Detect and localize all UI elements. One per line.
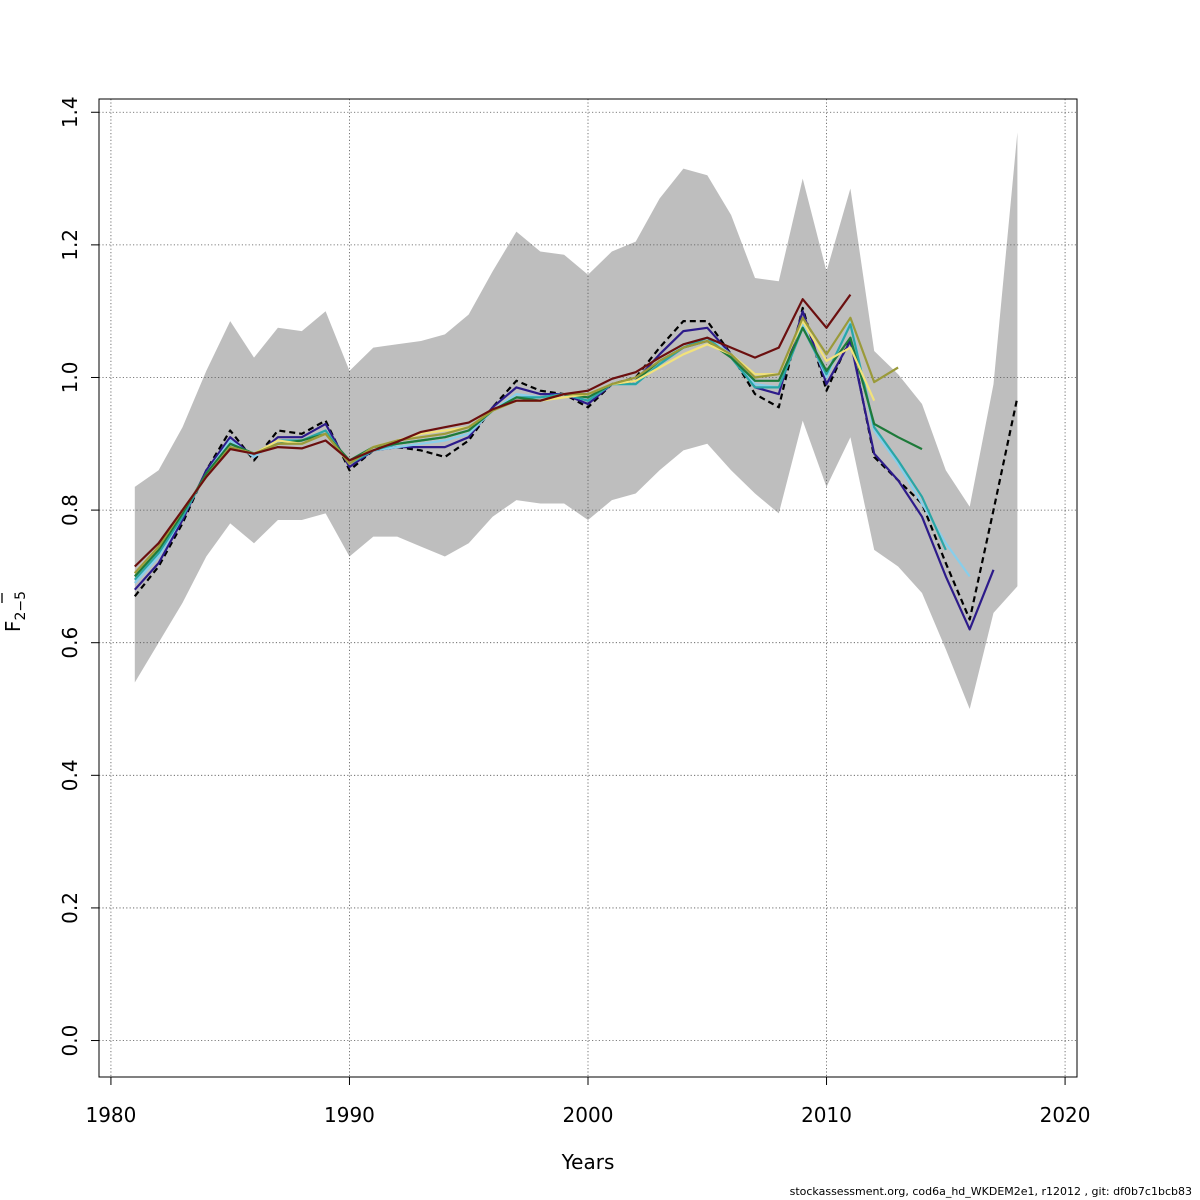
y-tick-label: 0.8 [58,494,82,526]
y-tick-label: 0.0 [58,1025,82,1057]
y-axis-title-subscript: 2−5 [13,591,29,621]
x-tick-label: 1990 [324,1103,375,1127]
confidence-band [134,132,1018,709]
y-tick-label: 0.4 [58,759,82,791]
y-tick-label: 1.4 [58,96,82,128]
x-tick-label: 2010 [801,1103,852,1127]
x-tick-label: 2020 [1040,1103,1091,1127]
y-tick-label: 1.2 [58,229,82,261]
confidence-band-layer [134,132,1018,709]
axis-layer: 1980 1990 2000 2010 2020 0.0 0.2 0.4 0.6 0.8 1.0 1.… [58,96,1091,1127]
svg-text:F2−5: F2−5 [1,591,29,632]
x-tick-label: 2000 [563,1103,614,1127]
y-tick-label: 1.0 [58,362,82,394]
series-layer [133,293,1019,631]
y-axis-title-main: F [1,621,25,633]
y-tick-label: 0.6 [58,627,82,659]
footer-credit: stockassessment.org, cod6a_hd_WKDEM2e1, … [789,1185,1192,1198]
y-tick-label: 0.2 [58,892,82,924]
series-line-0 [133,306,1019,621]
x-tick-label: 1980 [85,1103,136,1127]
y-axis-title: F2−5 [1,591,29,632]
series-line-7 [134,293,852,568]
x-axis-title: Years [561,1150,615,1174]
